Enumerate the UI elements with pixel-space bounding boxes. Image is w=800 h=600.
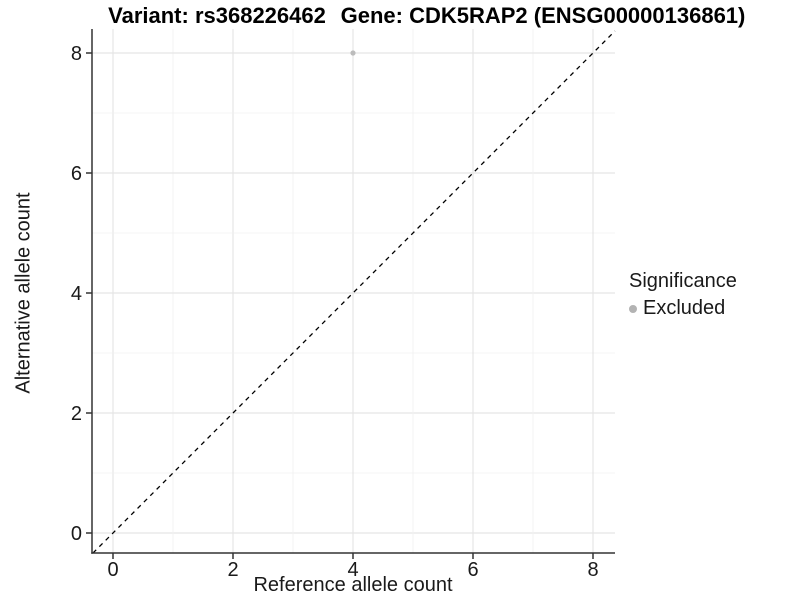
y-tick-label: 4	[71, 283, 82, 305]
y-tick-label: 0	[71, 523, 82, 545]
legend-point-icon	[629, 304, 637, 313]
x-tick-label: 6	[467, 559, 478, 581]
x-axis-title: Reference allele count	[253, 574, 453, 596]
data-point	[350, 50, 356, 56]
y-tick-label: 2	[71, 403, 82, 425]
legend-item-label: Excluded	[643, 297, 726, 319]
x-tick-label: 8	[587, 559, 598, 581]
legend: Significance Excluded	[629, 270, 737, 320]
y-tick-label: 6	[71, 163, 82, 185]
x-tick-label: 2	[227, 559, 238, 581]
legend-item-excluded: Excluded	[629, 297, 737, 320]
x-tick-label: 0	[107, 559, 118, 581]
identity-reference-line	[92, 30, 616, 554]
plot-title-gene: Gene: CDK5RAP2 (ENSG00000136861)	[340, 3, 746, 28]
y-axis-title: Alternative allele count	[12, 192, 35, 394]
plot-title-variant: Variant: rs368226462	[108, 3, 326, 28]
x-tick-label: 4	[347, 559, 358, 581]
legend-title: Significance	[629, 270, 737, 292]
y-tick-label: 8	[71, 43, 82, 65]
